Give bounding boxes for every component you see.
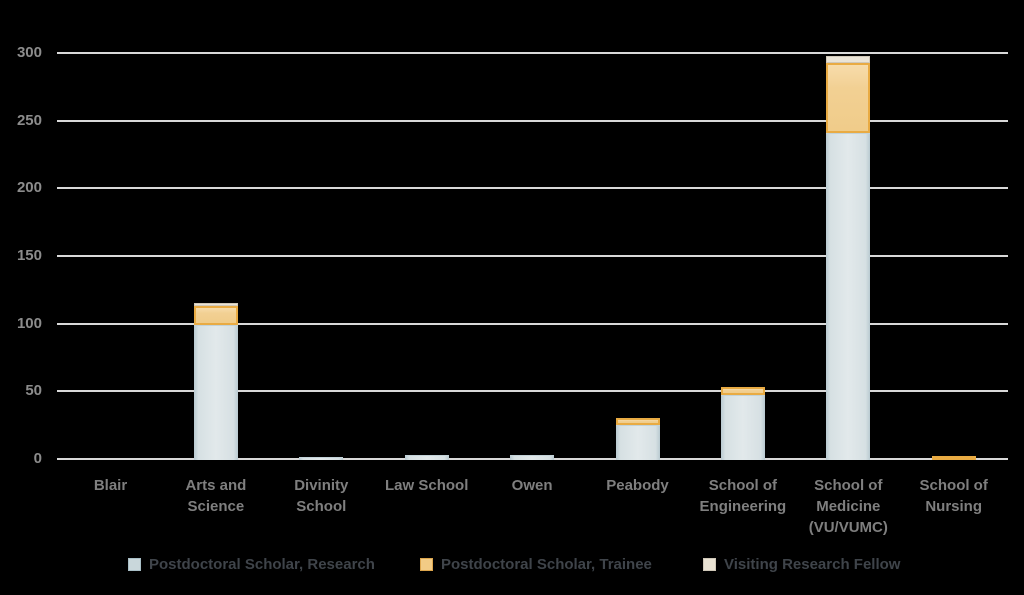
gridline-150 bbox=[57, 254, 1008, 257]
legend-swatch-trainee bbox=[420, 557, 433, 571]
gridline-50 bbox=[57, 390, 1008, 393]
category-label-school-of-medicine-vu-vumc-: School of Medicine (VU/VUMC) bbox=[808, 477, 888, 536]
bar-school-of-nursing bbox=[931, 0, 976, 460]
bar-blair bbox=[89, 0, 133, 460]
gridline-300 bbox=[57, 52, 1008, 55]
category-label-arts-and-science: Arts and Science bbox=[185, 477, 247, 515]
bar-peabody bbox=[615, 0, 660, 460]
category-label-law-school: Law School bbox=[385, 477, 469, 494]
legend-label-trainee: Postdoctoral Scholar, Trainee bbox=[441, 555, 652, 573]
legend-item-research: Postdoctoral Scholar, Research bbox=[128, 555, 375, 573]
legend-swatch-research bbox=[128, 557, 141, 571]
bar-segment-research bbox=[826, 133, 871, 460]
gridline-250 bbox=[57, 119, 1008, 122]
y-tick-label-300: 300 bbox=[16, 44, 42, 62]
y-tick-label-100: 100 bbox=[16, 314, 42, 332]
bar-segment-research bbox=[193, 325, 238, 460]
bar-school-of-engineering bbox=[720, 0, 765, 460]
bar-segment-trainee bbox=[720, 387, 765, 395]
gridline-200 bbox=[57, 187, 1008, 190]
bar-segment-trainee bbox=[193, 306, 238, 325]
bar-owen bbox=[510, 0, 555, 460]
category-label-school-of-nursing: School of Nursing bbox=[919, 477, 988, 515]
bar-segment-research bbox=[615, 425, 660, 460]
legend-label-research: Postdoctoral Scholar, Research bbox=[149, 555, 375, 573]
bar-segment-visiting bbox=[826, 56, 871, 63]
y-tick-label-150: 150 bbox=[16, 246, 42, 264]
y-tick-label-0: 0 bbox=[33, 449, 42, 467]
category-label-blair: Blair bbox=[93, 477, 128, 494]
legend-item-visiting: Visiting Research Fellow bbox=[703, 555, 900, 573]
bar-school-of-medicine-vu-vumc- bbox=[826, 0, 871, 460]
bar-law-school bbox=[404, 0, 449, 460]
bar-segment-research bbox=[720, 395, 765, 460]
category-label-owen: Owen bbox=[511, 477, 553, 494]
bar-segment-visiting bbox=[193, 303, 238, 306]
bar-segment-research bbox=[299, 457, 344, 460]
category-label-school-of-engineering: School of Engineering bbox=[699, 477, 787, 515]
legend-item-trainee: Postdoctoral Scholar, Trainee bbox=[420, 555, 652, 573]
bar-segment-research bbox=[404, 455, 449, 460]
gridline-100 bbox=[57, 322, 1008, 325]
bar-segment-trainee bbox=[615, 418, 660, 425]
legend-swatch-visiting bbox=[703, 557, 716, 571]
y-tick-label-50: 50 bbox=[25, 382, 42, 400]
legend-label-visiting: Visiting Research Fellow bbox=[724, 555, 901, 573]
category-label-divinity-school: Divinity School bbox=[294, 477, 349, 515]
y-tick-label-250: 250 bbox=[16, 111, 42, 129]
bar-segment-trainee bbox=[826, 63, 871, 133]
bar-arts-and-science bbox=[193, 0, 238, 460]
bar-segment-trainee bbox=[931, 456, 976, 460]
bar-divinity-school bbox=[299, 0, 344, 460]
bar-segment-research bbox=[510, 455, 555, 460]
y-tick-label-200: 200 bbox=[16, 179, 42, 197]
category-label-peabody: Peabody bbox=[606, 477, 669, 494]
